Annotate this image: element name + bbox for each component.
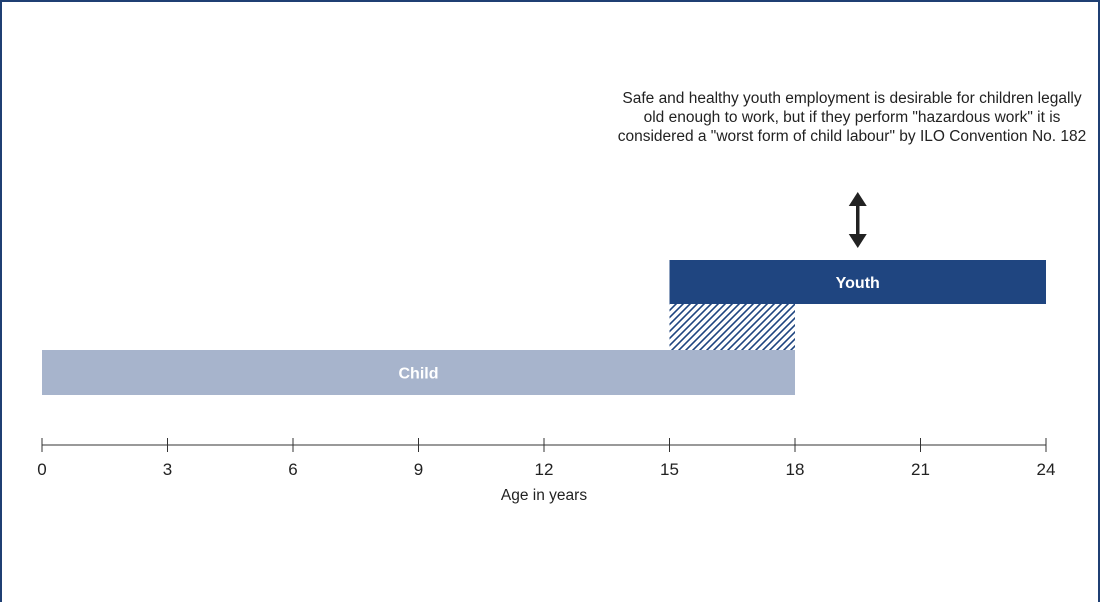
- child-bar: [42, 350, 795, 395]
- x-tick-label: 12: [535, 460, 554, 479]
- x-tick-label: 9: [414, 460, 423, 479]
- x-tick-label: 0: [37, 460, 46, 479]
- youth-bar: [669, 260, 1046, 304]
- x-axis-title: Age in years: [501, 487, 587, 504]
- overlap-hatched-region: [669, 304, 795, 350]
- arrow-head-up: [848, 192, 867, 206]
- x-tick-label: 18: [786, 460, 805, 479]
- hazardous-work-annotation: Safe and healthy youth employment is des…: [617, 90, 1087, 145]
- child-bar-label: Child: [399, 366, 439, 383]
- x-tick-label: 6: [288, 460, 297, 479]
- x-tick-label: 21: [911, 460, 930, 479]
- double-arrow-icon: [848, 192, 867, 248]
- x-tick-label: 3: [163, 460, 172, 479]
- x-tick-label: 15: [660, 460, 679, 479]
- youth-bar-label: Youth: [836, 275, 880, 292]
- arrow-head-down: [848, 234, 867, 248]
- x-tick-label: 24: [1037, 460, 1056, 479]
